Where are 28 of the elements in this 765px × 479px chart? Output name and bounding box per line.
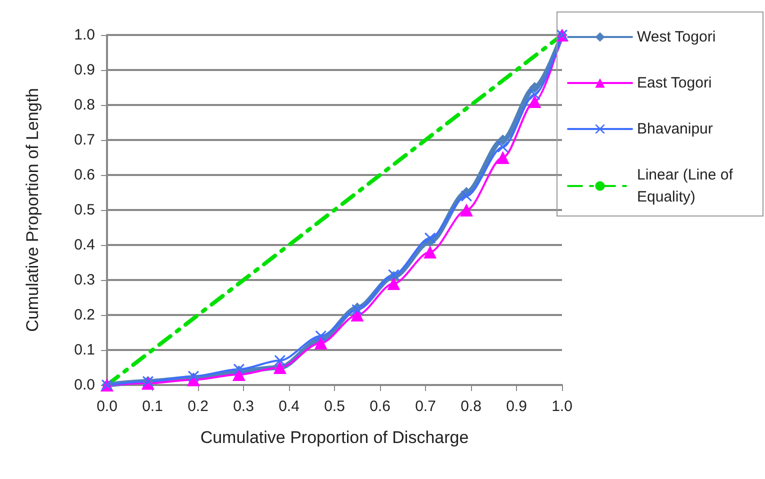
- y-axis-title: Cumulative Proportion of Length: [23, 88, 42, 332]
- legend-label: West Togori: [637, 28, 716, 46]
- x-tick-label: 0.0: [96, 398, 118, 415]
- y-tick-label: 0.5: [74, 202, 95, 218]
- x-tick-label: 0.9: [506, 398, 527, 415]
- x-tick-label: 0.6: [370, 398, 390, 415]
- x-tick-label: 1.0: [552, 398, 572, 415]
- x-tick-label: 0.2: [188, 398, 208, 415]
- y-tick-label: 0.6: [74, 166, 95, 184]
- x-tick-label: 0.7: [415, 398, 436, 415]
- x-tick-label: 0.5: [324, 398, 345, 415]
- legend-label: Bhavanipur: [637, 120, 713, 138]
- x-tick-label: 0.4: [278, 398, 300, 415]
- y-tick-label: 0.7: [74, 132, 95, 148]
- legend-label: East Togori: [637, 74, 712, 92]
- y-tick-label: 0.2: [74, 306, 95, 324]
- x-tick-label: 0.3: [233, 398, 254, 415]
- y-tick-label: 0.3: [74, 272, 95, 288]
- x-tick-label: 0.8: [460, 398, 482, 415]
- y-tick-label: 0.9: [74, 62, 95, 78]
- x-tick-label: 0.1: [142, 398, 163, 415]
- y-tick-label: 0.1: [74, 342, 95, 358]
- y-tick-label: 0.4: [74, 236, 95, 254]
- y-tick-label: 1.0: [74, 26, 95, 44]
- y-tick-label: 0.0: [74, 376, 95, 394]
- x-axis-title: Cumulative Proportion of Discharge: [200, 428, 469, 447]
- legend-label: Linear (Line of Equality): [637, 166, 738, 206]
- y-tick-label: 0.8: [74, 96, 95, 114]
